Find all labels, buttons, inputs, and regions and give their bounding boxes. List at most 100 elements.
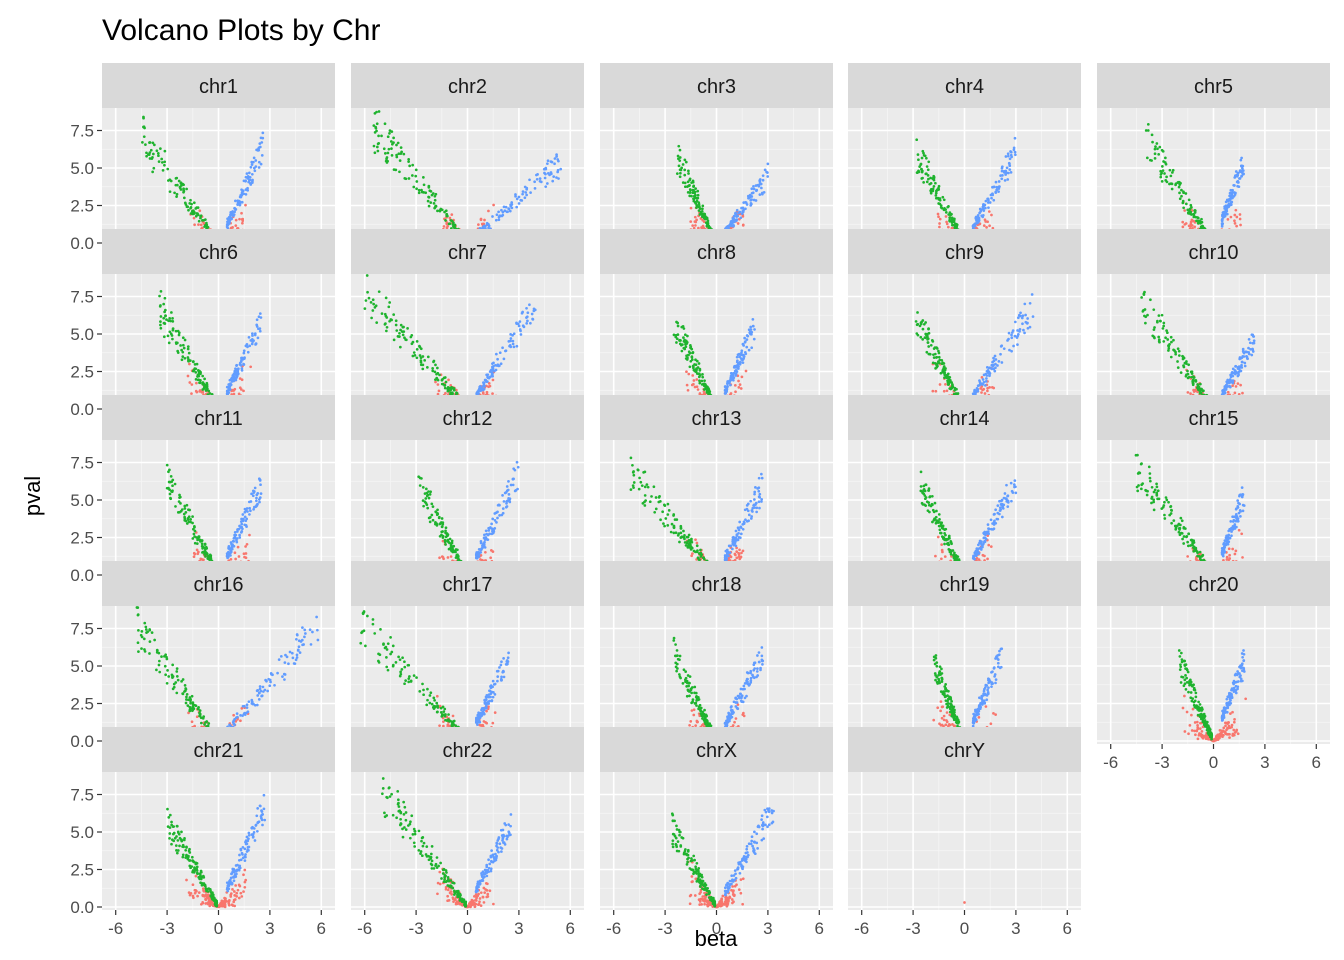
data-point xyxy=(1200,225,1204,229)
data-point xyxy=(168,492,172,496)
data-point xyxy=(398,170,401,174)
data-point xyxy=(198,390,202,393)
data-point xyxy=(1241,169,1245,172)
data-point xyxy=(947,213,951,216)
data-point xyxy=(528,178,531,182)
data-point xyxy=(698,374,702,377)
data-point xyxy=(164,314,167,318)
data-point xyxy=(173,191,176,195)
data-point xyxy=(1235,174,1239,178)
data-point xyxy=(178,493,181,497)
data-point xyxy=(177,331,181,335)
data-point xyxy=(1159,169,1163,173)
data-point xyxy=(198,369,201,373)
data-point xyxy=(1164,336,1167,340)
data-point xyxy=(737,365,740,369)
data-point xyxy=(696,193,700,197)
data-point xyxy=(733,218,736,222)
data-point xyxy=(404,177,408,181)
data-point xyxy=(1225,212,1229,216)
data-point xyxy=(919,162,923,166)
data-point xyxy=(227,546,231,549)
data-point xyxy=(1028,325,1032,329)
data-point xyxy=(1236,382,1240,385)
data-point xyxy=(440,378,444,382)
data-point xyxy=(1176,360,1179,363)
data-point xyxy=(921,149,925,153)
data-point xyxy=(1168,168,1172,172)
data-point xyxy=(152,166,156,170)
data-point xyxy=(500,208,503,212)
data-point xyxy=(237,555,241,558)
data-point xyxy=(743,350,747,354)
data-point xyxy=(706,388,710,392)
data-point xyxy=(197,223,200,226)
data-point xyxy=(201,550,205,554)
data-point xyxy=(690,383,694,387)
data-point xyxy=(196,538,199,542)
data-point xyxy=(1170,182,1174,186)
data-point xyxy=(933,362,937,365)
data-point xyxy=(924,336,927,340)
data-point xyxy=(700,379,704,383)
data-point xyxy=(985,226,988,229)
data-point xyxy=(166,334,170,338)
data-point xyxy=(162,316,166,320)
data-point xyxy=(447,378,450,382)
data-point xyxy=(1242,350,1245,354)
data-point xyxy=(1007,171,1010,175)
data-point xyxy=(749,202,753,205)
data-point xyxy=(1231,367,1235,371)
data-point xyxy=(675,341,678,344)
data-point xyxy=(254,343,257,346)
data-point xyxy=(446,214,449,218)
data-point xyxy=(395,143,398,147)
data-point xyxy=(688,365,692,369)
data-point xyxy=(922,181,925,184)
data-point xyxy=(433,370,437,374)
data-point xyxy=(942,198,946,202)
data-point xyxy=(688,194,692,198)
data-point xyxy=(398,159,402,162)
data-point xyxy=(738,361,742,365)
data-point xyxy=(258,145,262,149)
data-point xyxy=(1153,157,1157,160)
data-point xyxy=(1145,156,1149,160)
data-point xyxy=(448,216,452,220)
data-point xyxy=(544,185,548,189)
data-point xyxy=(499,362,503,366)
data-point xyxy=(1233,193,1237,197)
data-point xyxy=(376,149,380,153)
y-tick-label: 0.0 xyxy=(70,234,94,253)
data-point xyxy=(509,333,512,336)
data-point xyxy=(1248,341,1252,345)
data-point xyxy=(1197,385,1201,389)
data-point xyxy=(242,351,246,355)
data-point xyxy=(178,510,181,514)
data-point xyxy=(1154,145,1157,148)
data-point xyxy=(202,218,206,222)
data-point xyxy=(1189,212,1192,216)
data-point xyxy=(934,191,938,195)
data-point xyxy=(390,130,394,133)
data-point xyxy=(1180,194,1183,198)
data-point xyxy=(159,320,162,323)
data-point xyxy=(481,391,485,394)
data-point xyxy=(514,193,517,196)
data-point xyxy=(739,216,743,220)
data-point xyxy=(171,327,175,330)
data-point xyxy=(182,512,186,516)
data-point xyxy=(750,187,754,191)
data-point xyxy=(200,542,204,546)
facet-chr4: chr4 xyxy=(848,63,1081,246)
data-point xyxy=(936,212,940,216)
data-point xyxy=(955,387,958,391)
data-point xyxy=(231,212,235,216)
data-point xyxy=(1143,290,1146,294)
data-point xyxy=(974,389,977,393)
data-point xyxy=(186,347,190,351)
data-point xyxy=(192,201,196,205)
data-point xyxy=(428,189,432,193)
data-point xyxy=(1233,219,1236,223)
data-point xyxy=(392,313,396,316)
